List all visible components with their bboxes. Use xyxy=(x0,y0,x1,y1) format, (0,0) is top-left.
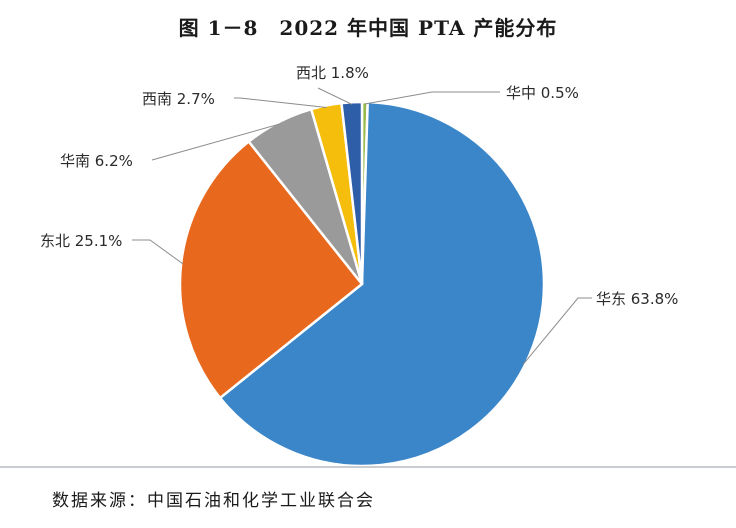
pie-slice-2 xyxy=(178,140,364,400)
slice-label-3: 华南 6.2% xyxy=(60,152,133,170)
slice-label-4: 西南 2.7% xyxy=(142,90,215,108)
leader-line-2 xyxy=(132,239,184,265)
pie-slice-5 xyxy=(340,100,364,286)
divider xyxy=(0,466,736,468)
leader-line-1 xyxy=(522,297,592,365)
slice-label-2: 东北 25.1% xyxy=(40,232,122,250)
leader-line-4 xyxy=(234,97,327,108)
leader-line-3 xyxy=(151,123,280,161)
slice-label-1: 华东 63.8% xyxy=(596,290,678,308)
leader-line-0 xyxy=(364,91,500,105)
pie-chart: 华中 0.5% 华东 63.8% 东北 25.1% 华南 6.2% 西南 2.7% 西北 … xyxy=(40,64,678,466)
pie-slice-1 xyxy=(218,100,546,466)
slice-label-0: 华中 0.5% xyxy=(506,84,579,102)
chart-title: 图 1－8 2022 年中国 PTA 产能分布 xyxy=(178,16,558,40)
source-note: 数据来源：中国石油和化学工业联合会 xyxy=(52,491,375,511)
leader-line-5 xyxy=(317,87,353,105)
slice-label-5: 西北 1.8% xyxy=(296,64,369,82)
